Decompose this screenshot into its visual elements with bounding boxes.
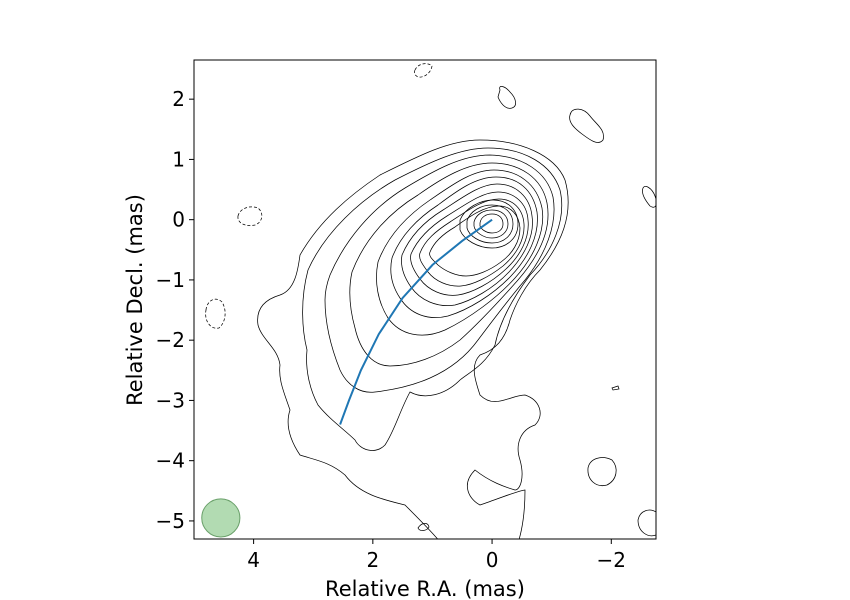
contour-blob <box>497 86 516 109</box>
y-tick-label: −3 <box>156 388 185 412</box>
negative-contour <box>237 206 263 226</box>
contour-level-1 <box>257 139 569 539</box>
y-tick-label: −4 <box>156 449 185 473</box>
y-tick-label: −5 <box>156 509 185 533</box>
data-layer <box>201 218 493 538</box>
negative-contour <box>205 298 226 329</box>
contour-level-13 <box>473 209 509 239</box>
contour-level-7 <box>401 183 533 306</box>
contour-level-8 <box>410 191 529 296</box>
x-tick-label: 4 <box>247 548 260 572</box>
y-tick-label: 2 <box>172 87 185 111</box>
y-tick-label: 0 <box>172 208 185 232</box>
x-axis-label: Relative R.A. (mas) <box>325 577 525 600</box>
negative-contour <box>414 63 433 78</box>
y-axis-label: Relative Decl. (mas) <box>123 194 147 406</box>
axes-frame <box>193 59 657 540</box>
contour-blob <box>611 385 620 391</box>
contour-level-10 <box>429 205 521 277</box>
x-tick-label: 0 <box>486 548 499 572</box>
y-tick-label: −1 <box>156 268 185 292</box>
contour-level-5 <box>376 169 544 336</box>
contour-blob <box>417 523 430 531</box>
contour-blob <box>587 457 617 486</box>
contour-level-12 <box>466 204 514 244</box>
contour-level-4 <box>349 162 549 367</box>
tick-layer: 4 2 0 −2 2 1 0 −1 −2 −3 −4 −5 <box>156 87 627 572</box>
contour-blob <box>569 108 604 143</box>
contour-map <box>205 63 656 539</box>
beam-ellipse <box>201 498 241 538</box>
contour-level-2 <box>302 147 563 451</box>
contour-level-6 <box>390 176 538 318</box>
contour-blob <box>637 509 656 537</box>
contour-level-11 <box>459 199 519 249</box>
contour-blob <box>642 186 656 208</box>
x-tick-label: −2 <box>597 548 626 572</box>
y-tick-label: −2 <box>156 328 185 352</box>
contour-level-14 <box>479 213 504 234</box>
y-tick-label: 1 <box>172 147 185 171</box>
jet-ridge-line <box>339 218 493 425</box>
contour-level-9 <box>419 198 525 287</box>
contour-level-3 <box>324 154 555 393</box>
x-tick-label: 2 <box>366 548 379 572</box>
